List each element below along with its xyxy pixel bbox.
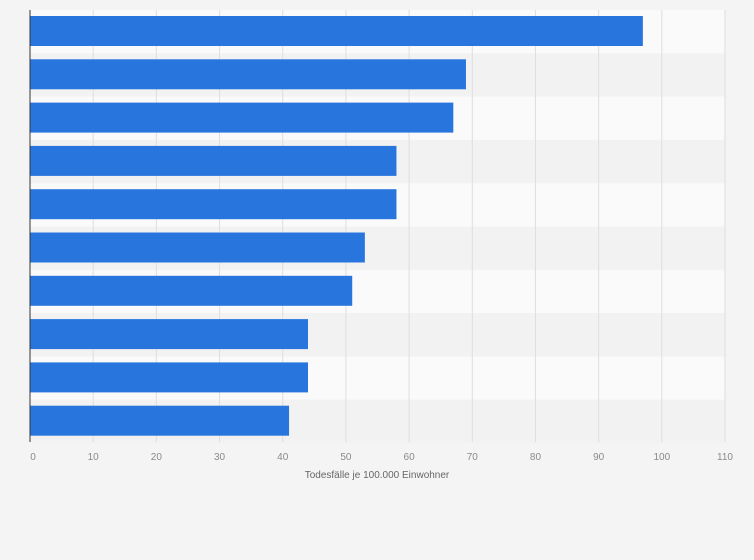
bar <box>30 102 454 133</box>
bar <box>30 362 308 393</box>
x-tick-label: 10 <box>88 452 100 463</box>
x-tick-label: 0 <box>30 452 36 463</box>
bar <box>30 232 365 263</box>
x-tick-label: 90 <box>593 452 605 463</box>
x-tick-label: 80 <box>530 452 542 463</box>
bar <box>30 189 397 220</box>
x-tick-label: 100 <box>653 452 670 463</box>
bar <box>30 145 397 176</box>
x-tick-label: 30 <box>214 452 226 463</box>
x-tick-label: 40 <box>277 452 289 463</box>
x-tick-label: 110 <box>717 452 733 463</box>
bar <box>30 275 353 306</box>
x-tick-label: 60 <box>404 452 416 463</box>
x-axis-label: Todesfälle je 100.000 Einwohner <box>305 470 450 481</box>
x-tick-label: 70 <box>467 452 479 463</box>
bar <box>30 59 466 90</box>
x-tick-label: 50 <box>340 452 352 463</box>
bar <box>30 405 290 436</box>
bar <box>30 16 643 46</box>
x-tick-label: 20 <box>151 452 163 463</box>
bar <box>30 319 308 350</box>
